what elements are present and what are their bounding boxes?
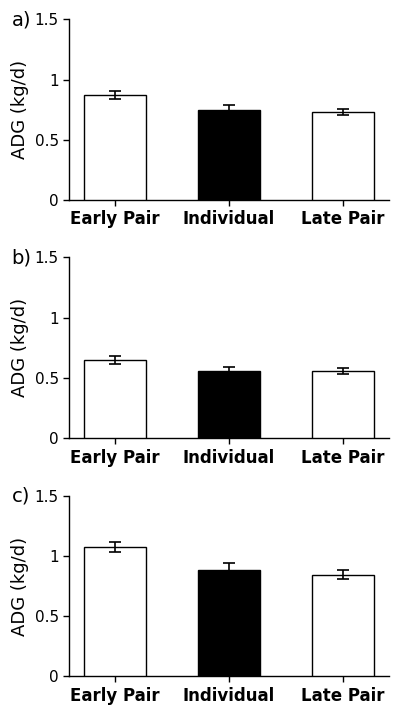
Y-axis label: ADG (kg/d): ADG (kg/d) <box>11 536 29 636</box>
Bar <box>312 575 374 677</box>
Y-axis label: ADG (kg/d): ADG (kg/d) <box>11 60 29 159</box>
Bar <box>84 360 146 438</box>
Bar <box>84 95 146 200</box>
Bar <box>84 547 146 677</box>
Text: a): a) <box>12 10 31 29</box>
Bar <box>312 372 374 438</box>
Bar <box>198 570 260 677</box>
Bar <box>312 112 374 200</box>
Y-axis label: ADG (kg/d): ADG (kg/d) <box>11 299 29 397</box>
Bar <box>198 110 260 200</box>
Text: c): c) <box>12 487 30 505</box>
Text: b): b) <box>12 248 32 267</box>
Bar <box>198 371 260 438</box>
